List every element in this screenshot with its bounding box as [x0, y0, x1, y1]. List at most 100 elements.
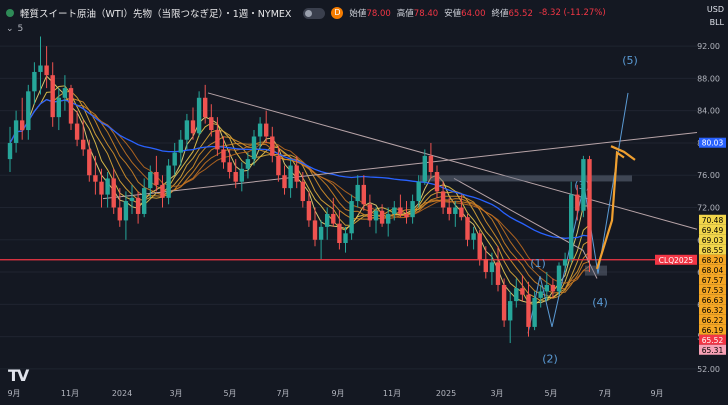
projection-arrow — [595, 150, 625, 270]
y-tick-label: 52.00 — [697, 365, 720, 374]
elliott-wave-path — [527, 92, 629, 334]
candle-body — [160, 184, 165, 198]
ohlc-open: 始値78.00 — [349, 9, 391, 19]
y-tick-label: 76.00 — [697, 171, 720, 180]
candle-body — [325, 213, 330, 227]
price-label — [699, 304, 726, 315]
candle-body — [544, 284, 549, 292]
candle-body — [355, 184, 360, 202]
candle-body — [7, 142, 13, 160]
moving-average-line — [9, 85, 590, 306]
candle-body — [398, 207, 403, 214]
indicator-count: 5 — [17, 24, 24, 34]
candle-body — [105, 178, 110, 195]
x-tick-label: 11月 — [61, 389, 79, 398]
candle-body — [416, 181, 421, 202]
x-tick-label: 2024 — [112, 389, 132, 398]
tradingview-logo[interactable]: TV — [8, 366, 29, 385]
y-tick-label: 92.00 — [697, 42, 720, 51]
candle-body — [203, 97, 208, 118]
candle-body — [379, 210, 385, 224]
price-label — [699, 244, 726, 255]
contract-tag — [655, 254, 697, 265]
candle-body — [87, 149, 92, 176]
candle-body — [306, 201, 312, 221]
legend-header: 軽質スイート原油（WTI）先物（当限つなぎ足）・1週・NYMEX D 始値78.… — [6, 5, 606, 21]
currency-unit[interactable]: USD BLL — [707, 3, 724, 29]
candle-body — [526, 294, 531, 327]
indicators-toggle[interactable]: ⌄ 5 — [6, 24, 23, 34]
candle-body — [337, 223, 342, 243]
price-label — [699, 284, 726, 295]
candle-body — [184, 120, 190, 140]
x-tick-label: 5月 — [544, 389, 557, 398]
candle-body — [215, 130, 220, 150]
candle-body — [190, 120, 196, 134]
unit-label: BLL — [709, 18, 724, 27]
wave-label: (1) — [530, 257, 546, 270]
candle-body — [422, 155, 427, 182]
candle-body — [459, 207, 464, 218]
candle-body — [331, 213, 336, 224]
price-label-text: 66.19 — [702, 326, 724, 335]
candle-body — [26, 91, 31, 131]
price-label-text: 66.32 — [702, 306, 724, 315]
candle-body — [465, 217, 470, 240]
price-label-text: 70.48 — [702, 216, 724, 225]
x-tick-label: 3月 — [490, 389, 503, 398]
delay-badge: D — [331, 7, 344, 19]
candle-body — [81, 139, 86, 150]
candle-body — [56, 97, 61, 118]
candle-body — [74, 123, 80, 140]
symbol-title[interactable]: 軽質スイート原油（WTI）先物（当限つなぎ足）・1週・NYMEX — [20, 9, 292, 20]
candle-body — [264, 123, 269, 137]
x-tick-label: 3月 — [169, 389, 182, 398]
price-label — [699, 344, 726, 355]
candle-body — [38, 65, 43, 72]
symbol-status-dot — [6, 9, 14, 17]
candle-body — [68, 88, 74, 124]
candles — [7, 36, 592, 344]
ohlc-low: 安値64.00 — [444, 9, 486, 19]
candle-body — [233, 172, 238, 182]
price-label-text: 69.49 — [702, 226, 724, 235]
candle-body — [239, 168, 244, 182]
time-axis[interactable]: 9月 11月 2024 3月 5月 7月 9月 11月 2025 3月 5月 7月 9月 — [7, 389, 663, 398]
price-label — [699, 334, 726, 345]
x-tick-label: 9月 — [7, 389, 20, 398]
price-label-text: 66.63 — [702, 296, 724, 305]
candle-body — [62, 88, 68, 98]
y-tick-label: 72.00 — [697, 204, 720, 213]
candle-body — [556, 265, 562, 292]
projection-arrowhead — [610, 145, 636, 161]
price-label — [699, 254, 726, 265]
candle-body — [367, 204, 373, 221]
price-label — [699, 274, 726, 285]
visibility-toggle[interactable] — [303, 7, 326, 19]
price-label — [699, 137, 726, 148]
contract-tag-text: CLQ2025 — [659, 256, 694, 265]
rising-trendline — [102, 131, 698, 200]
x-tick-label: 7月 — [276, 389, 289, 398]
candle-body — [32, 71, 37, 92]
wave-label: (4) — [592, 296, 608, 309]
x-tick-label: 2025 — [436, 389, 456, 398]
price-label-text: 69.03 — [702, 236, 724, 245]
candle-body — [581, 159, 586, 211]
price-label — [699, 224, 726, 235]
price-label — [699, 234, 726, 245]
candle-body — [276, 155, 281, 176]
candle-body — [196, 97, 202, 134]
candle-body — [410, 201, 415, 218]
candle-body — [392, 207, 397, 214]
candle-body — [428, 155, 434, 172]
candle-body — [257, 123, 263, 137]
candle-body — [483, 259, 488, 273]
candle-body — [288, 165, 293, 189]
candle-body — [227, 162, 232, 172]
price-label-text: 67.53 — [702, 286, 724, 295]
candle-body — [361, 184, 366, 205]
chevron-down-icon[interactable]: ⌄ — [6, 24, 14, 34]
